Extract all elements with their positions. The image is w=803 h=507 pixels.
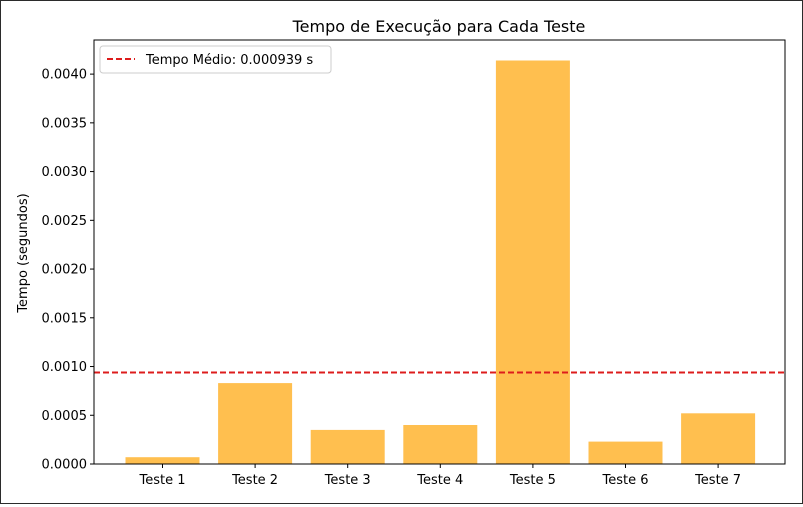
bars-group xyxy=(125,60,756,464)
y-tick-label: 0.0040 xyxy=(42,68,88,83)
y-tick-label: 0.0005 xyxy=(42,409,88,424)
y-tick-label: 0.0020 xyxy=(42,263,88,278)
x-tick-label: Teste 1 xyxy=(138,473,185,488)
legend-mean-line-label: Tempo Médio: 0.000939 s xyxy=(145,53,313,68)
y-tick-label: 0.0035 xyxy=(42,116,88,131)
x-tick-label: Teste 6 xyxy=(601,473,648,488)
legend-box xyxy=(99,45,332,74)
chart-title: Tempo de Execução para Cada Teste xyxy=(292,17,586,36)
y-tick-label: 0.0030 xyxy=(42,165,88,180)
legend: Tempo Médio: 0.000939 s xyxy=(99,45,332,74)
bar-5 xyxy=(495,60,570,464)
bar-3 xyxy=(310,429,385,464)
x-tick-label: Teste 3 xyxy=(324,473,371,488)
x-tick-label: Teste 2 xyxy=(231,473,278,488)
bar-6 xyxy=(588,441,663,464)
x-tick-label: Teste 7 xyxy=(694,473,741,488)
y-axis-ticks: 0.0000 0.0005 0.0010 0.0015 0.0020 0.0025 0.00… xyxy=(42,68,94,473)
bar-4 xyxy=(403,425,478,464)
y-tick-label: 0.0010 xyxy=(42,360,88,375)
x-tick-label: Teste 5 xyxy=(509,473,556,488)
bar-1 xyxy=(125,457,200,464)
plot-frame xyxy=(93,39,786,465)
y-axis-label: Tempo (segundos) xyxy=(16,193,31,313)
y-tick-label: 0.0000 xyxy=(42,458,88,473)
x-axis-ticks: Teste 1 Teste 2 Teste 3 Teste 4 Teste 5 Teste… xyxy=(138,464,741,488)
y-tick-label: 0.0015 xyxy=(42,311,88,326)
bar-2 xyxy=(218,383,293,464)
bar-7 xyxy=(681,413,756,464)
y-tick-label: 0.0025 xyxy=(42,214,88,229)
x-tick-label: Teste 4 xyxy=(416,473,463,488)
